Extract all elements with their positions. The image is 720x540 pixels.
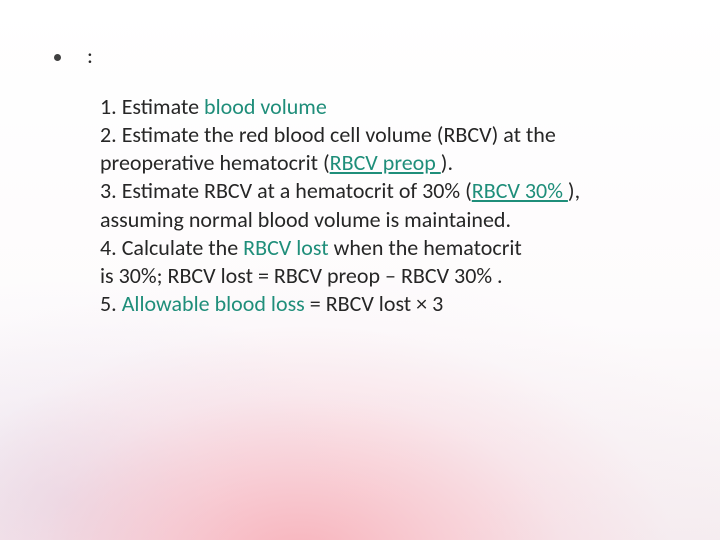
item-accent: Allowable blood loss: [122, 290, 310, 317]
list-item-continuation: is 30%; RBCV lost = RBCV preop – RBCV 30…: [100, 262, 652, 290]
steps-list: 1. Estimate blood volume 2. Estimate the…: [100, 93, 652, 318]
item-accent: RBCV 30%: [472, 177, 568, 204]
item-accent: RBCV lost: [243, 234, 333, 261]
bullet-row: :: [54, 42, 672, 69]
item-text: Estimate the red blood cell volume (RBCV…: [100, 121, 556, 176]
item-accent: RBCV preop: [330, 149, 441, 176]
slide: : 1. Estimate blood volume 2. Estimate t…: [0, 0, 720, 540]
item-number: 5.: [100, 290, 122, 317]
list-item: 2. Estimate the red blood cell volume (R…: [100, 121, 652, 177]
item-text: = RBCV lost × 3: [310, 290, 443, 317]
list-item: 3. Estimate RBCV at a hematocrit of 30% …: [100, 177, 652, 233]
list-item: 5. Allowable blood loss = RBCV lost × 3: [100, 290, 652, 318]
item-accent: blood volume: [204, 93, 327, 120]
bullet-dot-icon: [54, 54, 61, 61]
bullet-text: :: [87, 42, 93, 69]
item-text: is 30%; RBCV lost = RBCV preop – RBCV 30…: [100, 262, 503, 289]
list-item: 4. Calculate the RBCV lost when the hema…: [100, 234, 652, 262]
item-number: 2.: [100, 121, 122, 148]
item-number: 3.: [100, 177, 122, 204]
item-text: Estimate RBCV at a hematocrit of 30% (: [122, 177, 472, 204]
item-text: Estimate: [122, 93, 204, 120]
list-item: 1. Estimate blood volume: [100, 93, 652, 121]
item-text: Calculate the: [122, 234, 243, 261]
item-number: 1.: [100, 93, 122, 120]
item-number: 4.: [100, 234, 122, 261]
item-text: ).: [441, 149, 453, 176]
item-text: when the hematocrit: [334, 234, 522, 261]
